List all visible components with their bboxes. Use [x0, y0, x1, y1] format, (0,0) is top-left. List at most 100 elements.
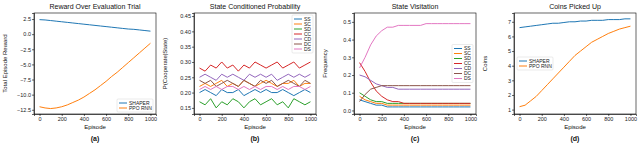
y-axis-tick: 5 [508, 48, 514, 54]
figure: 02004006008001000−12.5−10.0−7.5−5.0−2.50… [0, 0, 640, 144]
legend-label: PPO RNN [529, 63, 552, 69]
y-axis-tick-mark [192, 62, 194, 63]
x-axis-tick: 400 [240, 114, 249, 122]
legend-swatch [294, 49, 302, 50]
y-axis-tick-mark [32, 95, 34, 96]
x-axis-tick-label: 0 [39, 116, 42, 122]
x-axis-tick-label: 800 [124, 116, 133, 122]
y-axis-tick: 0.15 [180, 105, 194, 111]
legend: SHAPERPPO RNN [117, 99, 153, 112]
y-axis-tick-label: 0.30 [180, 59, 191, 65]
caption: (c) [411, 135, 420, 143]
series-line [200, 74, 311, 80]
y-axis-tick-mark [32, 110, 34, 111]
x-axis-tick: 1000 [145, 114, 157, 122]
y-axis-tick-label: −7.5 [20, 77, 31, 83]
y-axis-tick: 1 [508, 107, 514, 113]
x-axis-title: Episode [404, 124, 426, 130]
y-axis-tick-label: −5.0 [20, 62, 31, 68]
y-axis-line [192, 14, 195, 115]
y-axis-tick-label: 0.0 [23, 31, 31, 37]
y-axis-tick-label: 0.20 [180, 90, 191, 96]
x-axis-line [35, 115, 157, 117]
y-axis-tick-mark [192, 47, 194, 48]
series-line [520, 26, 631, 107]
y-axis-tick-label: 0.3 [343, 55, 351, 61]
y-axis-tick: 2.5 [23, 16, 34, 22]
y-axis-tick-mark [352, 40, 354, 41]
x-axis-tick: 200 [378, 114, 387, 122]
x-axis-tick: 600 [582, 114, 591, 122]
x-axis-tick-label: 400 [240, 116, 249, 122]
plot-area [200, 62, 311, 108]
x-axis-tick-label: 0 [359, 116, 362, 122]
y-axis-tick-mark [512, 95, 514, 96]
y-axis-tick-mark [512, 110, 514, 111]
y-axis-tick-label: −12.5 [17, 107, 31, 113]
x-axis-tick-label: 1000 [465, 116, 477, 122]
series-line [40, 20, 151, 31]
series-line [520, 19, 631, 28]
series-line [200, 90, 311, 96]
y-axis-tick-mark [192, 108, 194, 109]
y-axis-tick: 0.5 [343, 19, 354, 25]
y-axis-tick-mark [352, 93, 354, 94]
y-axis-tick-mark [32, 34, 34, 35]
y-axis-tick-mark [352, 57, 354, 58]
x-axis-tick-label: 600 [262, 116, 271, 122]
y-axis-tick-mark [352, 110, 354, 111]
y-axis-tick: 0.35 [180, 44, 194, 50]
panel: 020040060080010001234567Coins Picked UpE… [482, 3, 637, 143]
legend: SSSCSDCCCDDCDS [292, 15, 313, 53]
y-axis-tick: 0.2 [343, 72, 354, 78]
y-axis-tick-label: 3 [508, 78, 511, 84]
y-axis-tick: −2.5 [20, 47, 34, 53]
legend-swatch [454, 58, 462, 59]
legend-swatch [294, 19, 302, 20]
y-axis-tick: 0.0 [23, 31, 34, 37]
legend-label: DS [304, 46, 312, 52]
caption: (a) [91, 135, 100, 143]
y-axis-tick-mark [32, 19, 34, 20]
x-axis-tick: 800 [444, 114, 453, 122]
x-axis-tick-label: 600 [102, 116, 111, 122]
x-axis-tick-label: 800 [284, 116, 293, 122]
y-axis-tick: 0.0 [343, 108, 354, 114]
series-line [200, 80, 311, 86]
y-axis-tick-mark [192, 16, 194, 17]
y-axis-tick: 0.3 [343, 55, 354, 61]
x-axis: 02004006008001000 [195, 114, 318, 122]
x-axis-tick: 800 [284, 114, 293, 122]
legend-box [117, 99, 153, 112]
legend-swatch [519, 66, 527, 67]
x-axis-tick-label: 400 [560, 116, 569, 122]
y-axis-tick: 4 [508, 63, 514, 69]
plot-area [520, 19, 631, 107]
y-axis-tick-mark [352, 75, 354, 76]
legend-label: PPO RNN [129, 105, 152, 111]
x-axis-tick: 400 [400, 114, 409, 122]
y-axis-title: Coins [482, 56, 488, 71]
legend-swatch [119, 103, 127, 104]
y-axis: 0.150.200.250.300.350.400.45 [180, 13, 194, 114]
x-axis-tick-label: 400 [400, 116, 409, 122]
x-axis-tick: 200 [538, 114, 547, 122]
legend-box [517, 57, 553, 70]
y-axis-title: Frequency [322, 49, 328, 77]
y-axis-tick-label: 2 [508, 92, 511, 98]
y-axis-tick-label: 2.5 [23, 16, 31, 22]
x-axis-tick: 600 [102, 114, 111, 122]
y-axis-tick-label: 0.2 [343, 72, 351, 78]
x-axis-title: Episode [244, 124, 266, 130]
x-axis-tick: 0 [359, 114, 362, 122]
x-axis-tick-label: 600 [422, 116, 431, 122]
series-line [40, 43, 151, 108]
y-axis-tick: −7.5 [20, 77, 34, 83]
x-axis-tick: 800 [604, 114, 613, 122]
y-axis-tick: 0.25 [180, 75, 194, 81]
y-axis: −12.5−10.0−7.5−5.0−2.50.02.5 [17, 14, 34, 115]
y-axis-tick: 2 [508, 92, 514, 98]
y-axis-line [32, 14, 35, 115]
y-axis-tick-label: 0.45 [180, 13, 191, 19]
x-axis-tick: 200 [218, 114, 227, 122]
